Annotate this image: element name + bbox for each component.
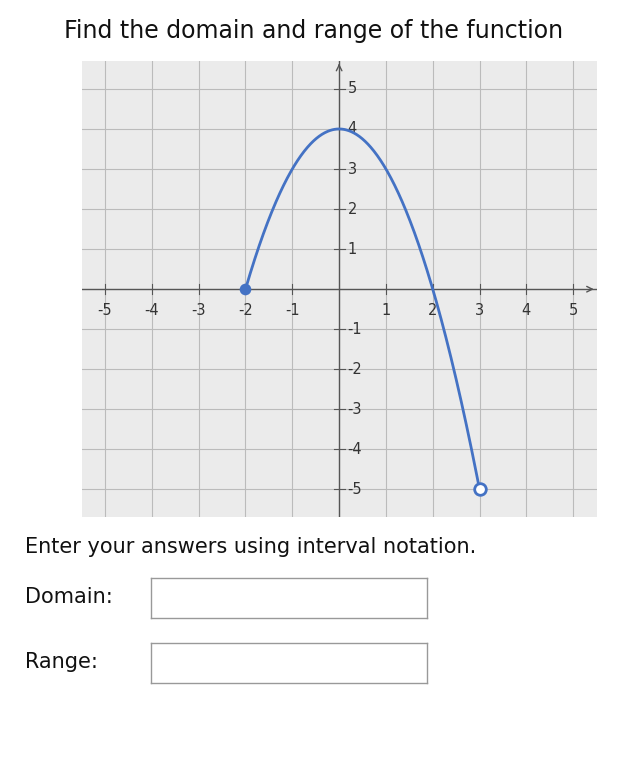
Text: -3: -3: [347, 402, 362, 417]
Point: [475, 483, 485, 495]
Text: Domain:: Domain:: [25, 587, 113, 607]
Text: 2: 2: [347, 202, 357, 217]
Text: 4: 4: [522, 303, 531, 318]
Text: 1: 1: [381, 303, 391, 318]
Text: Find the domain and range of the function: Find the domain and range of the functio…: [65, 19, 563, 43]
Text: -3: -3: [192, 303, 206, 318]
Text: -5: -5: [347, 482, 362, 497]
Text: -2: -2: [238, 303, 253, 318]
Point: [241, 283, 251, 295]
Text: 1: 1: [347, 242, 357, 256]
Text: 5: 5: [347, 81, 357, 97]
Text: 2: 2: [428, 303, 438, 318]
Text: Enter your answers using interval notation.: Enter your answers using interval notati…: [25, 537, 477, 556]
Text: -5: -5: [98, 303, 112, 318]
Text: 4: 4: [347, 122, 357, 136]
Text: 5: 5: [568, 303, 578, 318]
Text: Range:: Range:: [25, 652, 98, 672]
Text: 3: 3: [475, 303, 484, 318]
Text: -2: -2: [347, 361, 362, 377]
Text: -4: -4: [347, 442, 362, 457]
Text: -1: -1: [285, 303, 300, 318]
Text: -4: -4: [144, 303, 159, 318]
Text: -1: -1: [347, 322, 362, 336]
Text: 3: 3: [347, 161, 357, 177]
